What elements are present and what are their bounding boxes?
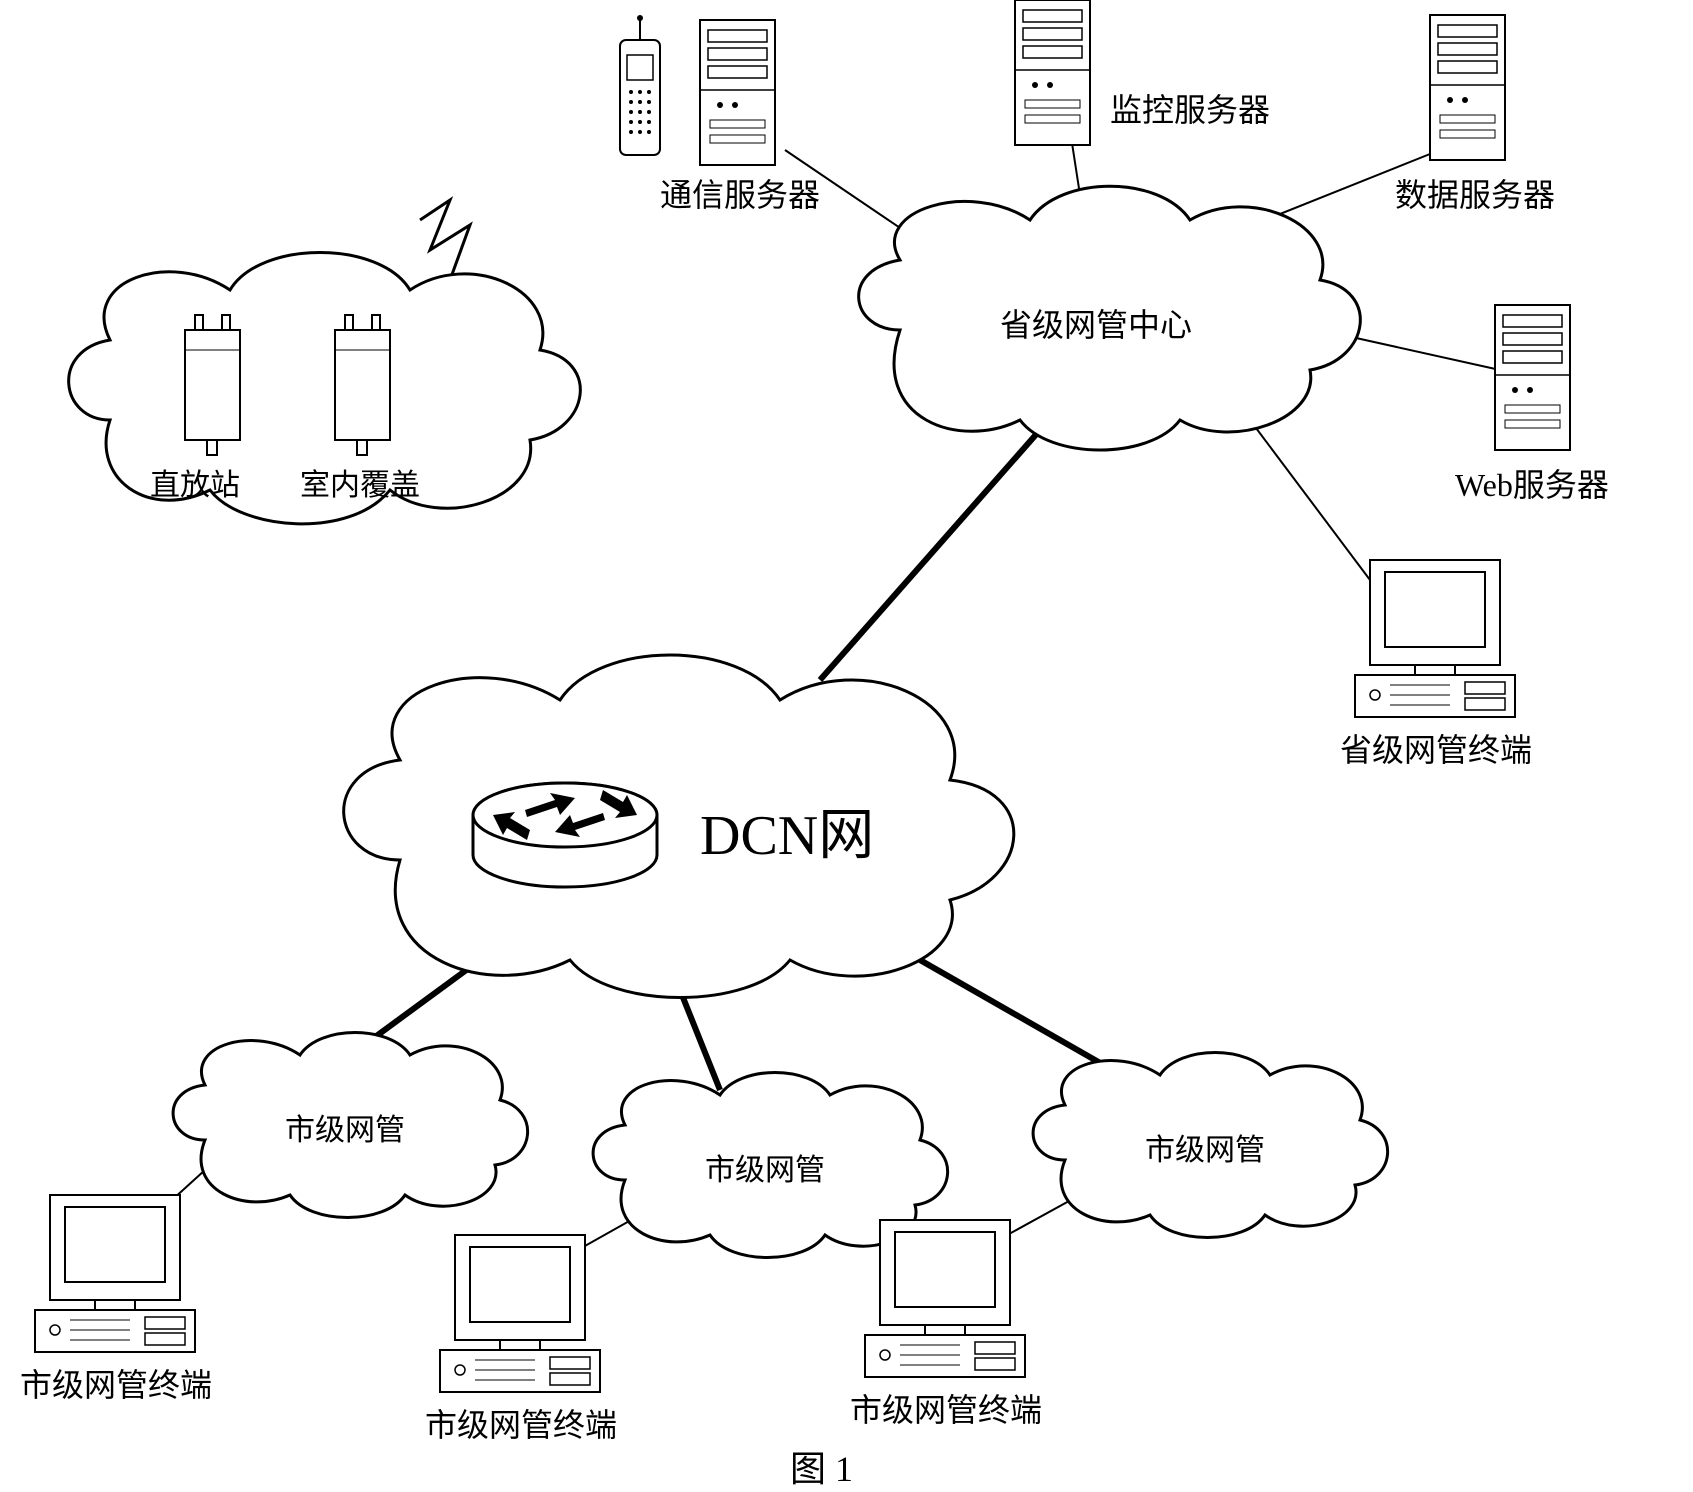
data-server-label: 数据服务器 bbox=[1395, 170, 1555, 216]
comm-server-icon bbox=[700, 20, 775, 165]
edge-province-dcn bbox=[820, 430, 1040, 680]
city1-terminal-label: 市级网管终端 bbox=[20, 1360, 212, 1406]
city1-terminal-icon bbox=[35, 1195, 195, 1352]
web-server-icon bbox=[1495, 305, 1570, 450]
province-terminal-icon bbox=[1355, 560, 1515, 717]
web-server-label: Web服务器 bbox=[1455, 460, 1609, 506]
diagram-canvas: 直放站 室内覆盖 通信服务器 监控服务器 数据服务器 Web服务器 省级网管中心… bbox=[0, 0, 1693, 1489]
data-server-icon bbox=[1430, 15, 1505, 160]
city2-terminal-icon bbox=[440, 1235, 600, 1392]
indoor-device-icon bbox=[335, 315, 390, 455]
city3-terminal-icon bbox=[865, 1220, 1025, 1377]
dcn-cloud bbox=[344, 655, 1014, 998]
figure-caption: 图 1 bbox=[790, 1440, 853, 1492]
repeater-label: 直放站 bbox=[150, 460, 240, 504]
comm-server-label: 通信服务器 bbox=[660, 170, 820, 216]
province-terminal-label: 省级网管终端 bbox=[1340, 725, 1532, 771]
city2-cloud-label: 市级网管 bbox=[705, 1145, 825, 1189]
wireless-link-icon bbox=[420, 200, 470, 280]
province-cloud-label: 省级网管中心 bbox=[1000, 300, 1192, 346]
monitor-server-label: 监控服务器 bbox=[1110, 85, 1270, 131]
indoor-label: 室内覆盖 bbox=[300, 460, 420, 504]
repeater-device-icon bbox=[185, 315, 240, 455]
city1-cloud-label: 市级网管 bbox=[285, 1105, 405, 1149]
dcn-label: DCN网 bbox=[700, 790, 874, 871]
city3-cloud-label: 市级网管 bbox=[1145, 1125, 1265, 1169]
city2-terminal-label: 市级网管终端 bbox=[425, 1400, 617, 1446]
router-icon bbox=[473, 783, 657, 887]
phone-icon bbox=[620, 15, 660, 155]
edge-dcn-city2 bbox=[680, 990, 720, 1090]
city3-terminal-label: 市级网管终端 bbox=[850, 1385, 1042, 1431]
monitor-server-icon bbox=[1015, 0, 1090, 145]
